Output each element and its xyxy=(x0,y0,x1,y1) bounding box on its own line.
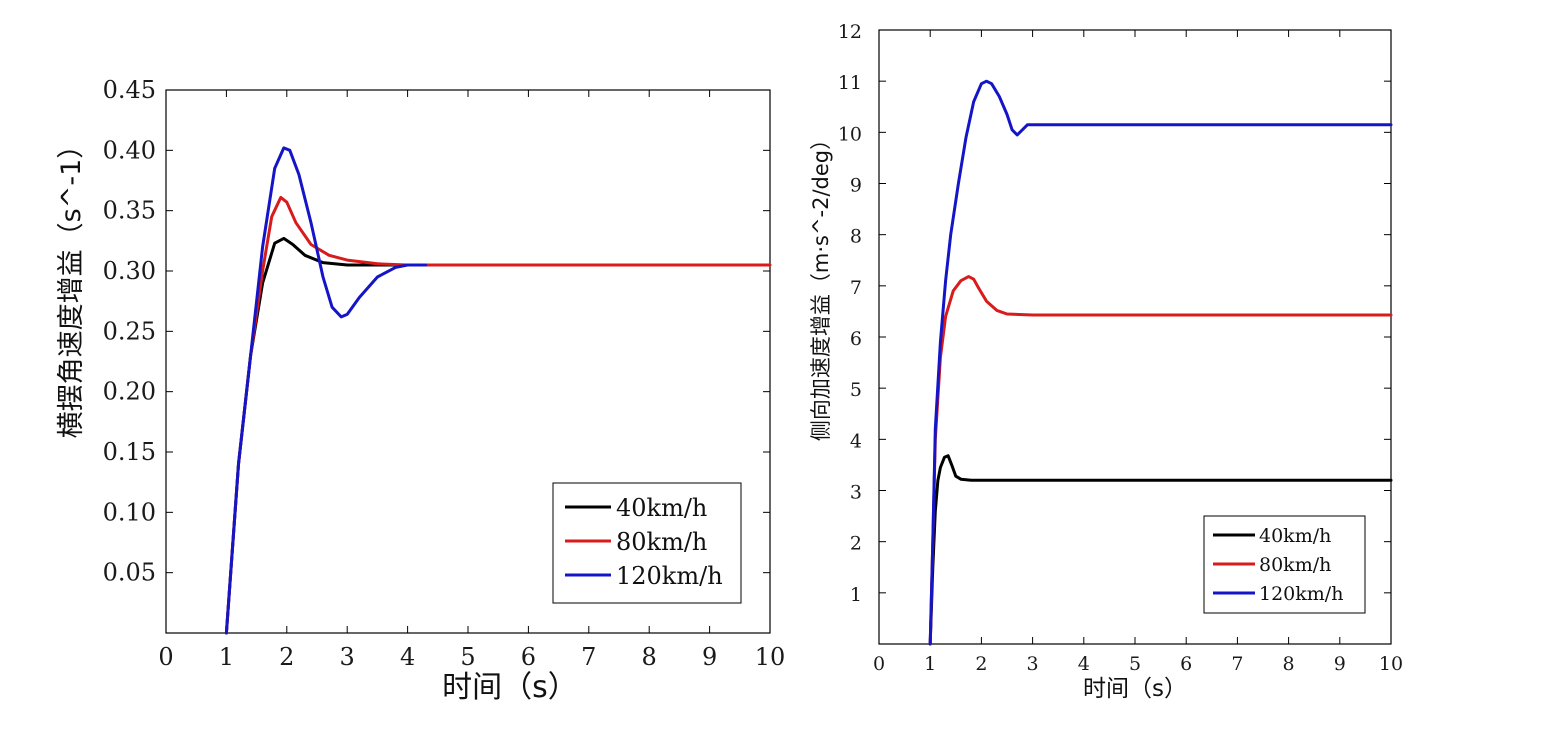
left-y-tick-label: 0.35 xyxy=(103,197,156,225)
right-y-tick-label: 10 xyxy=(838,123,862,145)
left-chart: 0 1 2 3 4 5 6 7 8 9 10 0.05 0.10 0.15 0.20 0.25 0.30 0.3… xyxy=(56,76,785,705)
left-y-tick-label: 0.20 xyxy=(103,378,156,406)
right-y-tick-label: 3 xyxy=(850,482,862,504)
right-y-tick-label: 6 xyxy=(850,328,862,350)
left-x-tick-label: 8 xyxy=(642,643,657,671)
right-x-tick-label: 4 xyxy=(1078,653,1090,675)
right-x-axis-title: 时间（s） xyxy=(1083,676,1187,702)
right-y-tick-label: 11 xyxy=(838,72,862,94)
left-legend-box xyxy=(552,482,742,604)
left-y-tick-label: 0.05 xyxy=(103,559,156,587)
right-y-tick-label: 2 xyxy=(850,533,862,555)
left-y-tick-label: 0.15 xyxy=(103,438,156,466)
left-x-ticks: 0 1 2 3 4 5 6 7 8 9 10 xyxy=(158,90,785,671)
right-y-axis-title: 侧向加速度增益（m·s^-2/deg） xyxy=(809,129,833,441)
right-x-ticks: 0 1 2 3 4 5 6 7 8 9 10 xyxy=(873,30,1403,675)
left-y-tick-label: 0.25 xyxy=(103,317,156,345)
right-series-line-120km-h xyxy=(928,79,1393,646)
left-legend-label-120: 120km/h xyxy=(616,562,723,590)
left-x-tick-label: 1 xyxy=(219,643,234,671)
right-x-tick-label: 2 xyxy=(975,653,987,675)
right-x-tick-label: 5 xyxy=(1129,653,1141,675)
right-x-tick-label: 7 xyxy=(1231,653,1243,675)
right-y-tick-label: 5 xyxy=(850,379,862,401)
right-x-tick-label: 8 xyxy=(1283,653,1295,675)
right-y-tick-label: 4 xyxy=(850,430,862,452)
left-x-tick-label: 3 xyxy=(340,643,355,671)
right-y-tick-label: 12 xyxy=(838,21,862,43)
left-x-tick-label: 0 xyxy=(158,643,173,671)
left-series-line-120km-h xyxy=(224,146,428,635)
right-x-tick-label: 10 xyxy=(1379,653,1403,675)
right-x-tick-label: 1 xyxy=(924,653,936,675)
right-x-tick-label: 3 xyxy=(1027,653,1039,675)
left-x-tick-label: 10 xyxy=(755,643,786,671)
right-y-tick-label: 8 xyxy=(850,226,862,248)
right-legend-label-80: 80km/h xyxy=(1259,554,1331,576)
right-legend-label-120: 120km/h xyxy=(1259,583,1343,605)
left-y-tick-label: 0.45 xyxy=(103,76,156,104)
left-legend-label-40: 40km/h xyxy=(616,494,707,522)
right-x-tick-label: 6 xyxy=(1180,653,1192,675)
left-y-ticks: 0.05 0.10 0.15 0.20 0.25 0.30 0.35 0.40 0.45 xyxy=(103,76,770,587)
right-series xyxy=(928,79,1393,646)
right-legend: 40km/h 80km/h 120km/h xyxy=(1203,515,1366,614)
right-series-line-40km-h xyxy=(928,454,1393,646)
left-plot-area: 0 1 2 3 4 5 6 7 8 9 10 0.05 0.10 0.15 0.20 0.25 0.30 0.3… xyxy=(103,76,786,671)
left-y-tick-label: 0.40 xyxy=(103,136,156,164)
right-legend-label-40: 40km/h xyxy=(1259,525,1331,547)
left-x-tick-label: 6 xyxy=(521,643,536,671)
left-x-tick-label: 4 xyxy=(400,643,415,671)
left-x-tick-label: 7 xyxy=(581,643,596,671)
left-x-tick-label: 9 xyxy=(702,643,717,671)
right-y-tick-label: 7 xyxy=(850,277,862,299)
right-y-tick-label: 1 xyxy=(850,584,862,606)
left-x-tick-label: 2 xyxy=(279,643,294,671)
right-x-tick-label: 0 xyxy=(873,653,885,675)
left-legend: 40km/h 80km/h 120km/h xyxy=(552,482,742,604)
right-y-tick-label: 9 xyxy=(850,175,862,197)
left-x-axis-title: 时间（s） xyxy=(442,670,578,705)
right-x-tick-label: 9 xyxy=(1334,653,1346,675)
left-y-tick-label: 0.10 xyxy=(103,498,156,526)
left-x-tick-label: 5 xyxy=(460,643,475,671)
left-series xyxy=(224,146,772,635)
left-y-tick-label: 0.30 xyxy=(103,257,156,285)
left-y-axis-title: 横摆角速度增益（s^-1） xyxy=(56,132,87,439)
left-legend-label-80: 80km/h xyxy=(616,528,707,556)
